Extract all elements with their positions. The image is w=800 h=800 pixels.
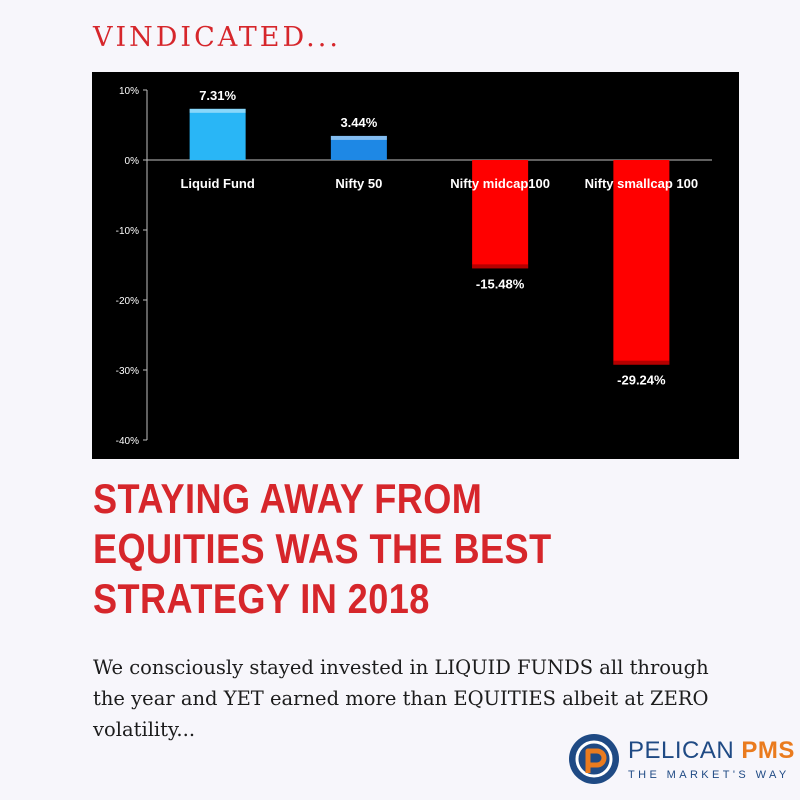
y-tick-label: -30% <box>116 366 139 377</box>
y-tick-label: -10% <box>116 226 139 237</box>
bar-highlight <box>330 135 387 140</box>
data-label: -29.24% <box>617 373 666 388</box>
y-tick-label: 0% <box>125 156 140 167</box>
headline: STAYING AWAY FROM EQUITIES WAS THE BEST … <box>93 475 552 622</box>
logo-wordmark: PELICAN PMS <box>628 737 795 765</box>
bar <box>613 160 670 365</box>
kicker-heading: VINDICATED... <box>93 22 341 53</box>
brand-logo: PELICAN PMS THE MARKET'S WAY <box>568 733 794 788</box>
bar-highlight <box>189 108 246 113</box>
y-tick-label: 10% <box>119 86 139 97</box>
category-label: Nifty smallcap 100 <box>585 176 698 191</box>
bar-shade <box>472 264 529 269</box>
data-label: 3.44% <box>340 115 377 130</box>
returns-bar-chart: 10% 0% -10% -20% -30% -40% 7.31% Liquid Fund 3.4… <box>92 72 739 459</box>
chart-canvas: 10% 0% -10% -20% -30% -40% 7.31% Liquid Fund 3.4… <box>116 86 712 447</box>
bar-shade <box>613 360 670 365</box>
category-label: Nifty midcap100 <box>450 176 550 191</box>
category-label: Liquid Fund <box>180 176 254 191</box>
pelican-p-icon <box>569 734 619 784</box>
bar <box>189 108 246 160</box>
y-tick-label: -20% <box>116 296 139 307</box>
data-label: -15.48% <box>476 276 525 291</box>
body-text: We consciously stayed invested in LIQUID… <box>93 656 709 741</box>
bar <box>472 160 529 269</box>
logo-tagline: THE MARKET'S WAY <box>628 769 790 781</box>
bar <box>330 135 387 160</box>
category-label: Nifty 50 <box>335 176 382 191</box>
logo-name-main: PELICAN <box>628 737 735 764</box>
y-tick-label: -40% <box>116 436 139 447</box>
data-label: 7.31% <box>199 88 236 103</box>
logo-name-accent: PMS <box>741 737 795 764</box>
